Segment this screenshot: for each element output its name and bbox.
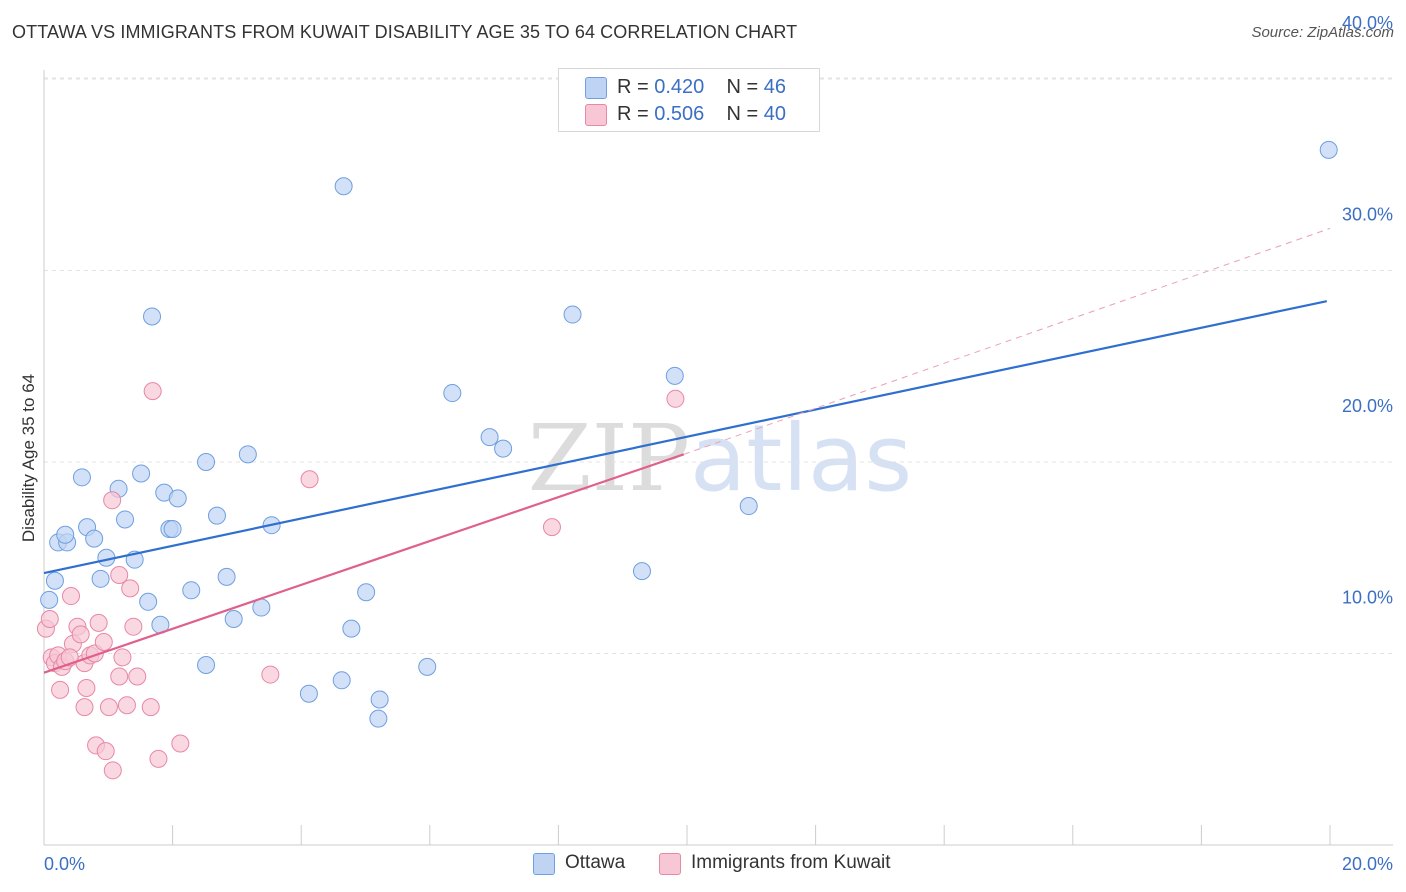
kuwait-point	[77, 678, 96, 697]
ottawa-swatch	[585, 77, 607, 99]
kuwait-point	[89, 613, 108, 632]
ottawa-point	[334, 177, 353, 196]
y-tick-label: 40.0%	[1342, 13, 1393, 33]
x-tick-label: 0.0%	[44, 854, 85, 874]
ottawa-point	[132, 464, 151, 483]
kuwait-point	[103, 491, 122, 510]
ottawa-point	[299, 684, 318, 703]
kuwait-trend-line	[43, 453, 685, 674]
kuwait-point	[149, 749, 168, 768]
kuwait-point	[143, 382, 162, 401]
kuwait-trend-extension	[683, 227, 1331, 455]
ottawa-point	[85, 529, 104, 548]
ottawa-point	[665, 366, 684, 385]
ottawa-point	[217, 567, 236, 586]
kuwait-point	[124, 617, 143, 636]
ottawa-point	[224, 610, 243, 629]
kuwait-point	[300, 470, 319, 489]
kuwait-point	[110, 565, 129, 584]
ottawa-point	[168, 489, 187, 508]
ottawa-point	[418, 657, 437, 676]
kuwait-point	[666, 389, 685, 408]
bottom-legend-label-ottawa: Ottawa	[565, 852, 626, 873]
kuwait-point	[40, 610, 59, 629]
ottawa-point	[357, 583, 376, 602]
y-tick-label: 30.0%	[1342, 205, 1393, 225]
chart-title: OTTAWA VS IMMIGRANTS FROM KUWAIT DISABIL…	[12, 22, 798, 42]
ottawa-point	[739, 497, 758, 516]
ottawa-point	[163, 520, 182, 539]
ottawa-point	[342, 619, 361, 638]
legend-text-ottawa: R = 0.420 N = 46	[617, 76, 787, 98]
bottom-kuwait-swatch	[659, 853, 681, 875]
legend-text-kuwait: R = 0.506 N = 40	[617, 103, 787, 125]
x-tick-label: 20.0%	[1342, 854, 1393, 874]
kuwait-point	[96, 742, 115, 761]
kuwait-point	[99, 698, 118, 717]
ottawa-point	[56, 525, 75, 544]
ottawa-point	[632, 562, 651, 581]
ottawa-point	[182, 581, 201, 600]
ottawa-point	[143, 307, 162, 326]
ottawa-point	[139, 592, 158, 611]
kuwait-point	[62, 587, 81, 606]
y-axis-label: Disability Age 35 to 64	[19, 374, 38, 542]
ottawa-point	[91, 569, 110, 588]
correlation-legend: R = 0.420 N = 46 R = 0.506 N = 40	[558, 68, 820, 132]
ottawa-point	[45, 571, 64, 590]
ottawa-point	[332, 671, 351, 690]
bottom-ottawa-swatch	[533, 853, 555, 875]
ottawa-point	[197, 453, 216, 471]
kuwait-point	[128, 667, 147, 686]
ottawa-point	[369, 709, 388, 728]
kuwait-swatch	[585, 104, 607, 126]
ottawa-point	[207, 506, 226, 525]
kuwait-point	[113, 648, 132, 667]
kuwait-point	[75, 698, 94, 717]
kuwait-point	[542, 518, 561, 537]
kuwait-point	[110, 667, 129, 686]
ottawa-point	[72, 468, 91, 487]
watermark: ZIPatlas	[528, 405, 913, 512]
kuwait-point	[121, 579, 140, 598]
ottawa-point	[116, 510, 135, 529]
y-tick-label: 10.0%	[1342, 588, 1393, 608]
ottawa-point	[370, 690, 389, 709]
ottawa-point	[480, 428, 499, 447]
ottawa-point	[494, 439, 513, 458]
kuwait-point	[51, 680, 70, 699]
ottawa-trend-line	[43, 300, 1328, 575]
ottawa-point	[1319, 140, 1338, 159]
kuwait-point	[141, 698, 160, 717]
ottawa-point	[40, 590, 59, 609]
kuwait-point	[117, 696, 136, 715]
bottom-legend-label-kuwait: Immigrants from Kuwait	[691, 852, 891, 873]
kuwait-point	[94, 633, 113, 652]
kuwait-point	[71, 625, 90, 644]
kuwait-point	[103, 761, 122, 780]
ottawa-point	[563, 305, 582, 324]
source-label: Source: ZipAtlas.com	[1251, 24, 1394, 41]
ottawa-point	[443, 384, 462, 403]
y-tick-label: 20.0%	[1342, 396, 1393, 416]
ottawa-point	[197, 655, 216, 674]
ottawa-point	[238, 445, 257, 464]
kuwait-point	[261, 665, 280, 684]
kuwait-point	[171, 734, 190, 753]
